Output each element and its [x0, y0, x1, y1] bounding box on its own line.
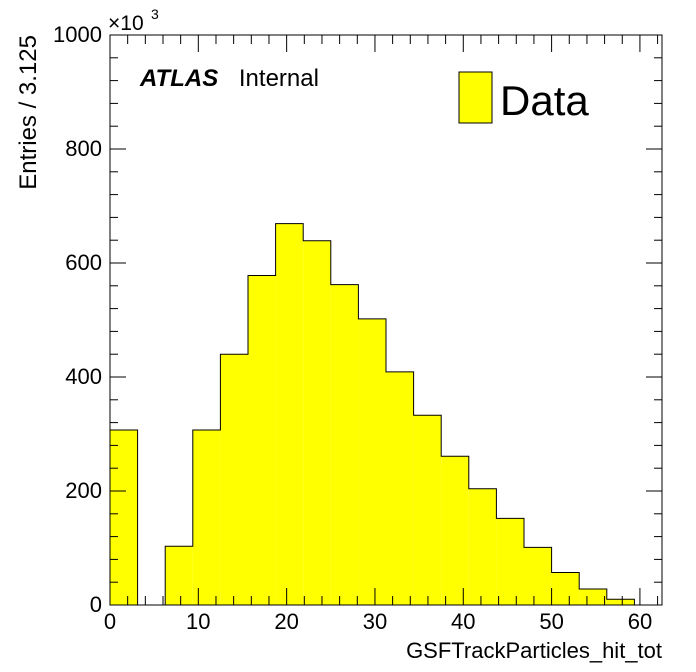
histogram-bin-7 [303, 240, 331, 605]
axis-ticks [109, 34, 662, 606]
y-axis-multiplier-exponent: 3 [151, 6, 159, 22]
y-tick-label-800: 800 [65, 136, 102, 161]
histogram-bin-16 [551, 572, 580, 605]
histogram-bin-5 [248, 275, 276, 605]
y-tick-label-200: 200 [65, 478, 102, 503]
histogram-bin-15 [524, 547, 552, 605]
x-tick-label-0: 0 [104, 609, 116, 634]
x-tick-label-40: 40 [451, 609, 475, 634]
x-tick-label-50: 50 [539, 609, 563, 634]
y-axis-multiplier: ×10 [108, 12, 144, 35]
x-tick-label-10: 10 [186, 609, 210, 634]
histogram-bin-2 [165, 546, 193, 605]
x-tick-label-20: 20 [274, 609, 298, 634]
histogram-bin-11 [413, 415, 442, 605]
y-tick-label-600: 600 [65, 250, 102, 275]
legend-swatch-data [458, 71, 493, 124]
plot-frame [109, 34, 663, 606]
histogram-bin-14 [496, 518, 524, 605]
histogram-bin-8 [330, 284, 359, 605]
y-tick-label-400: 400 [65, 364, 102, 389]
atlas-label-status: Internal [239, 65, 319, 92]
histogram-bin-10 [386, 371, 414, 605]
y-tick-label-0: 0 [90, 592, 102, 617]
x-tick-label-30: 30 [363, 609, 387, 634]
y-axis-title: Entries / 3.125 [15, 35, 42, 190]
histogram-bin-4 [220, 354, 248, 605]
y-tick-label-1000: 1000 [53, 22, 102, 47]
histogram-bin-18 [606, 599, 635, 605]
histogram-bin-9 [358, 318, 386, 605]
histogram-bin-13 [468, 488, 497, 605]
histogram-bin-3 [192, 430, 221, 605]
histogram-bars [109, 223, 635, 606]
legend-label-data: Data [500, 77, 589, 124]
x-tick-label-60: 60 [628, 609, 652, 634]
histogram-outline [109, 223, 635, 606]
legend: Data [458, 71, 589, 124]
histogram-bin-6 [275, 223, 304, 606]
histogram-bin-0 [110, 430, 138, 605]
atlas-label-bold: ATLAS [139, 65, 218, 92]
histogram-bin-17 [579, 589, 607, 605]
x-axis-title: GSFTrackParticles_hit_tot [406, 638, 662, 663]
atlas-label: ATLAS Internal [139, 65, 319, 92]
histogram-bin-12 [441, 456, 469, 605]
